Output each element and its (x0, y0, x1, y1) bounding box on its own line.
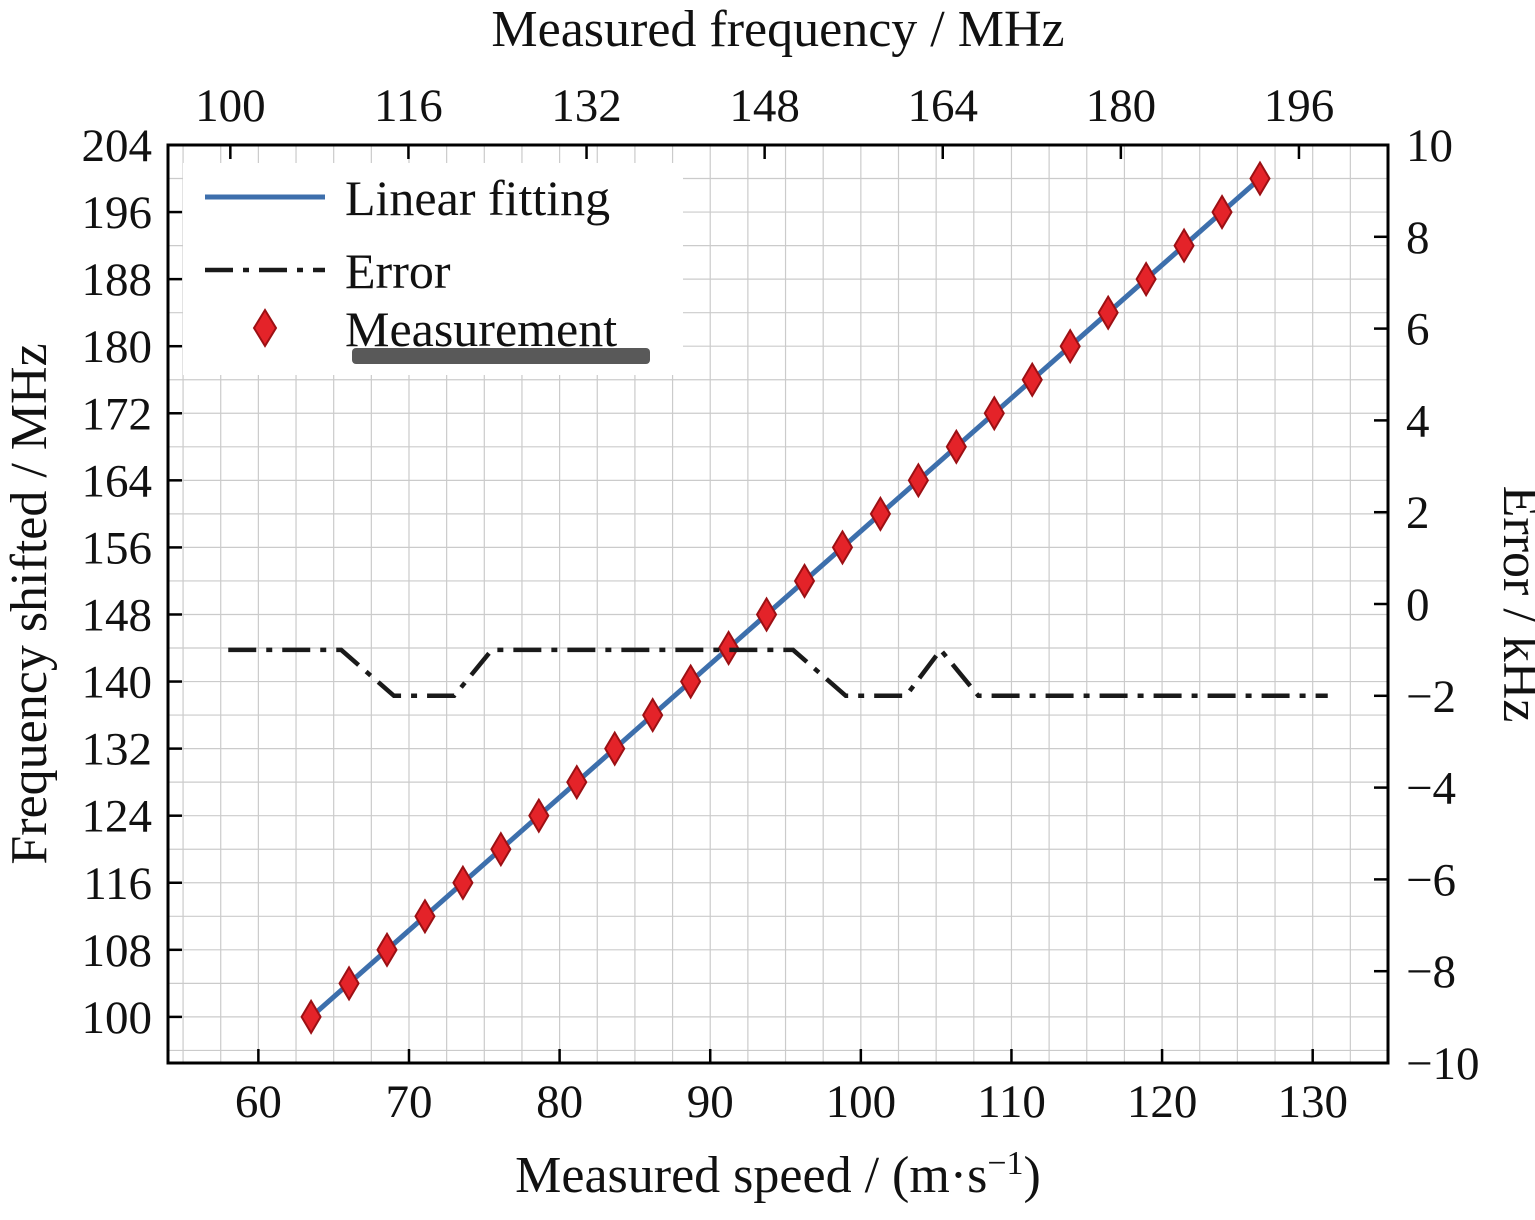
bottom-tick-label: 60 (235, 1076, 282, 1128)
bottom-tick-label: 70 (385, 1076, 432, 1128)
right-tick-label: 10 (1406, 120, 1453, 172)
legend-sample-measurement-diamond (252, 308, 278, 348)
left-tick-label: 164 (82, 455, 153, 507)
bottom-tick-label: 110 (977, 1076, 1046, 1128)
right-tick-label: −4 (1406, 763, 1456, 815)
left-tick-label: 172 (82, 388, 153, 440)
measurement-point (1211, 194, 1233, 231)
measurement-point (1097, 294, 1119, 331)
measurement-point (945, 428, 967, 465)
measurement-point (642, 697, 664, 734)
top-tick-label: 148 (729, 80, 800, 132)
right-tick-label: −8 (1406, 946, 1456, 998)
measurement-point (869, 495, 892, 532)
measurement-point (528, 797, 550, 834)
measurement-point (376, 931, 398, 968)
bottom-tick-label: 130 (1277, 1076, 1348, 1128)
left-tick-label: 116 (83, 858, 152, 910)
right-tick-label: 4 (1406, 395, 1430, 447)
measurement-point (452, 864, 474, 901)
measurement-point (793, 562, 816, 599)
measurement-point (604, 730, 626, 767)
bottom-tick-label: 100 (826, 1076, 897, 1128)
bottom-tick-label: 80 (536, 1076, 583, 1128)
left-axis-title: Frequency shifted / MHz (1, 343, 58, 864)
measurement-point (414, 898, 436, 935)
measurement-point (490, 831, 512, 868)
left-tick-label: 156 (82, 522, 153, 574)
left-tick-label: 140 (82, 657, 153, 709)
bottom-axis-title-superscript: −1 (987, 1145, 1023, 1182)
left-tick-label: 196 (82, 187, 153, 239)
top-tick-label: 180 (1086, 80, 1157, 132)
right-tick-label: −6 (1406, 854, 1456, 906)
top-tick-label: 116 (374, 80, 443, 132)
measurement-point (1059, 328, 1081, 365)
right-tick-label: 8 (1406, 212, 1430, 264)
top-tick-label: 100 (195, 80, 266, 132)
measurement-point (566, 764, 588, 801)
left-tick-label: 100 (82, 992, 153, 1044)
measurement-point (1249, 160, 1271, 197)
measurement-point (338, 965, 360, 1002)
measurement-point (983, 395, 1005, 432)
left-tick-label: 124 (82, 791, 153, 843)
bottom-tick-label: 120 (1127, 1076, 1198, 1128)
bottom-axis-title-main: Measured speed / (m·s (515, 1147, 987, 1204)
right-tick-label: −10 (1406, 1038, 1480, 1090)
series-layer (228, 160, 1328, 1035)
measurement-point (755, 596, 778, 633)
right-axis-title: Error / kHz (1492, 486, 1535, 723)
left-tick-label: 108 (82, 925, 153, 977)
top-tick-label: 196 (1264, 80, 1335, 132)
bottom-tick-label: 90 (687, 1076, 734, 1128)
measurement-point (679, 663, 702, 700)
right-tick-label: 0 (1406, 579, 1430, 631)
legend-item-label: Error (345, 243, 451, 299)
measurement-point (907, 462, 930, 499)
measurement-point (1173, 227, 1195, 264)
right-tick-label: 6 (1406, 304, 1430, 356)
legend-item-label: Measurement (345, 301, 617, 357)
left-tick-label: 132 (82, 724, 153, 776)
legend-smudge-artifact (352, 348, 650, 364)
top-axis-title: Measured frequency / MHz (491, 1, 1064, 58)
measurement-point (717, 630, 740, 666)
measurement-point (300, 998, 322, 1035)
measurement-point (1135, 261, 1157, 298)
bottom-axis-title: Measured speed / (m·s−1) (515, 1145, 1041, 1204)
right-tick-label: 2 (1406, 487, 1430, 539)
measurement-point (831, 529, 854, 566)
top-tick-label: 132 (551, 80, 622, 132)
right-tick-label: −2 (1406, 671, 1456, 723)
left-tick-label: 188 (82, 254, 153, 306)
bottom-axis-title-close: ) (1024, 1147, 1041, 1204)
top-tick-label: 164 (907, 80, 978, 132)
legend-item-label: Linear fitting (345, 170, 610, 226)
left-tick-label: 204 (82, 120, 153, 172)
error-line (228, 646, 1328, 699)
measurement-point (1021, 361, 1043, 398)
left-tick-label: 148 (82, 589, 153, 641)
left-tick-label: 180 (82, 321, 153, 373)
